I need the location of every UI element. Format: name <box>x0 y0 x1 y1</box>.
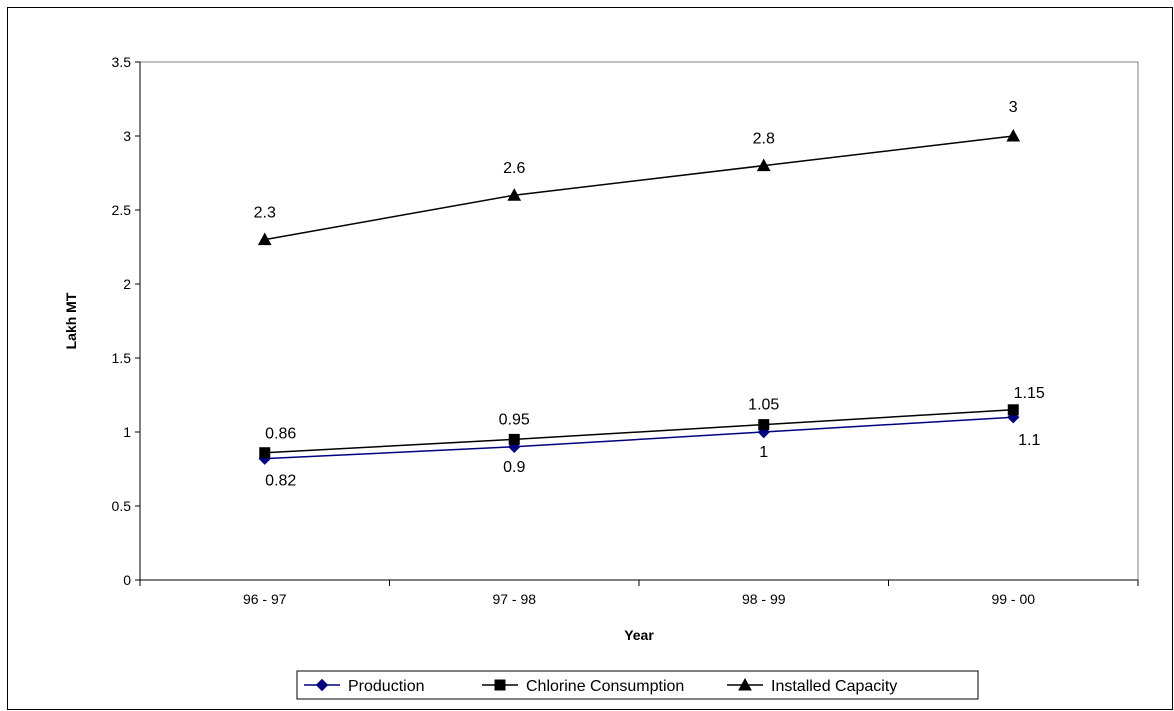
legend-box <box>296 670 979 700</box>
data-label: 0.86 <box>265 426 296 443</box>
data-point-marker <box>1007 404 1019 416</box>
y-tick-label: 0.5 <box>112 498 132 514</box>
x-tick-label: 98 - 99 <box>742 591 786 607</box>
series-group <box>257 128 1021 465</box>
y-tick-label: 0 <box>123 572 131 588</box>
legend-marker <box>738 677 752 691</box>
data-point-marker <box>756 158 771 172</box>
data-label: 1 <box>759 444 768 461</box>
legend: Production Chlorine Consumption Installed … <box>296 670 979 700</box>
data-point-marker <box>507 188 522 201</box>
data-point-marker <box>1006 128 1021 142</box>
data-label: 3 <box>1009 99 1018 116</box>
legend-marker <box>494 679 506 691</box>
plot-area <box>139 61 1139 581</box>
series-line-0 <box>264 416 1014 460</box>
legend-label: Production <box>348 678 425 695</box>
data-label: 1.05 <box>748 397 779 414</box>
legend-label: Installed Capacity <box>771 678 897 695</box>
y-tick-label: 1 <box>123 424 131 440</box>
data-label: 2.6 <box>503 160 525 177</box>
x-tick-label: 97 - 98 <box>492 591 536 607</box>
data-point-marker <box>259 447 271 459</box>
data-label: 1.15 <box>1014 385 1045 402</box>
data-label: 2.3 <box>254 205 276 222</box>
x-tick-label: 99 - 00 <box>991 591 1035 607</box>
y-tick-label: 1.5 <box>112 350 132 366</box>
y-axis: 0 0.5 1 1.5 2 2.5 3 3.5 <box>112 54 141 588</box>
y-tick-label: 2 <box>123 276 131 292</box>
data-label: 0.95 <box>499 411 530 428</box>
data-label: 2.8 <box>753 131 775 148</box>
data-point-marker <box>758 419 770 431</box>
y-tick-label: 3 <box>123 128 131 144</box>
series-line-1 <box>264 409 1014 454</box>
x-tick-label: 96 - 97 <box>243 591 287 607</box>
data-point-marker <box>508 433 520 445</box>
y-tick-label: 2.5 <box>112 202 132 218</box>
data-label: 1.1 <box>1018 432 1040 449</box>
data-point-marker <box>257 232 272 246</box>
legend-marker <box>315 678 329 692</box>
x-axis: 96 - 97 97 - 98 98 - 99 99 - 00 <box>139 579 1139 607</box>
y-axis-title: Lakh MT <box>63 292 79 349</box>
data-labels: 0.82 0.9 1 1.1 0.86 0.95 1.05 1.15 2.3 2.6 2.8 3 <box>254 99 1045 490</box>
y-tick-label: 3.5 <box>112 54 132 70</box>
data-label: 0.82 <box>265 473 296 490</box>
data-label: 0.9 <box>503 459 525 476</box>
series-line-2 <box>264 135 1014 241</box>
x-axis-title: Year <box>624 627 654 643</box>
legend-label: Chlorine Consumption <box>526 678 684 695</box>
